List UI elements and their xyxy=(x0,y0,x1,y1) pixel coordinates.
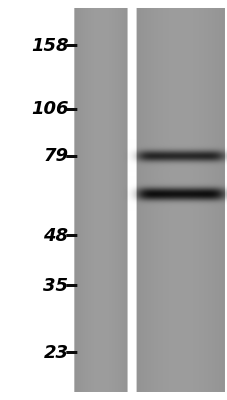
Text: 23: 23 xyxy=(43,344,68,362)
Text: 35: 35 xyxy=(43,277,68,295)
Text: 158: 158 xyxy=(31,36,68,54)
Text: 106: 106 xyxy=(31,100,68,118)
Text: 48: 48 xyxy=(43,226,68,244)
Text: 79: 79 xyxy=(43,147,68,165)
